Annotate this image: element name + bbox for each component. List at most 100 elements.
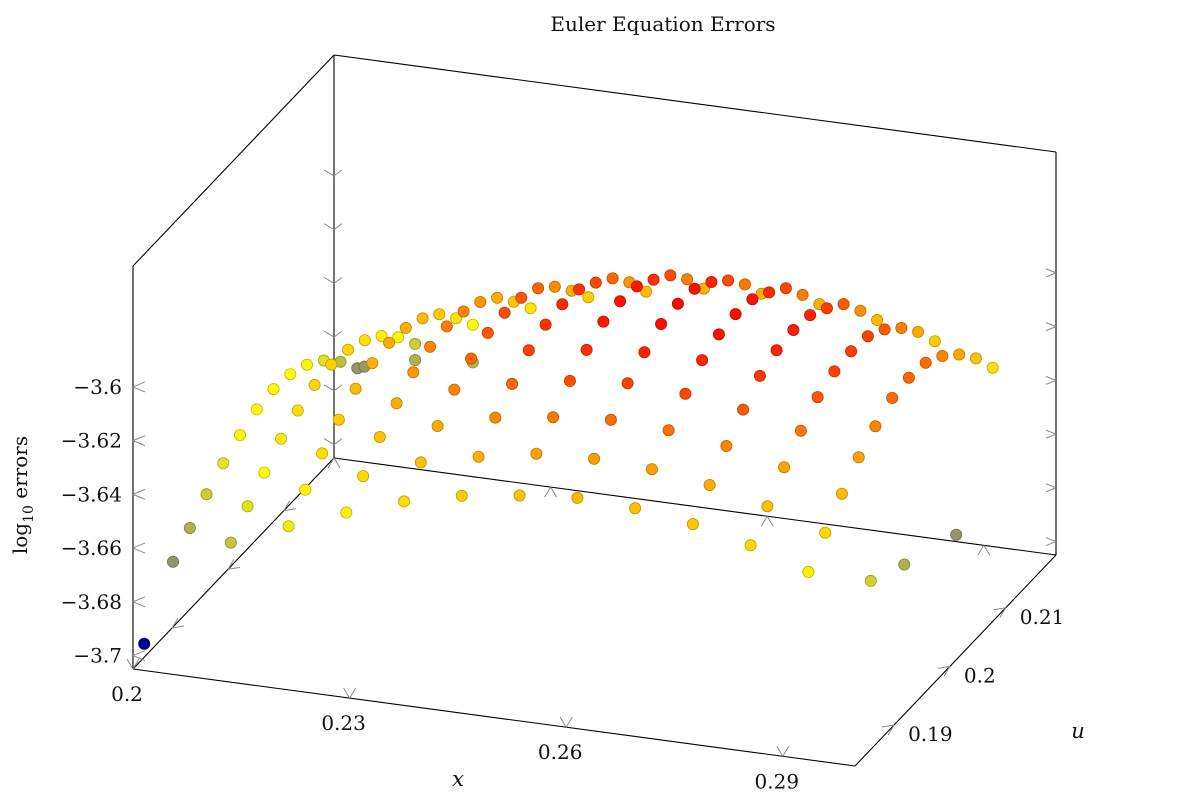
data-point [375, 329, 388, 342]
data-point [589, 276, 602, 289]
data-point [431, 419, 444, 432]
z-tick-stroke [132, 601, 146, 608]
data-point [466, 318, 479, 331]
data-point [630, 280, 643, 293]
data-point [282, 520, 295, 533]
axis-labels: Euler Equation Errors x u log10 errors [8, 12, 1085, 791]
data-point [513, 489, 526, 502]
z-tick-back-left [323, 438, 343, 445]
data-point [828, 365, 841, 378]
data-point [936, 349, 949, 362]
z-tick-back-right-stroke [1045, 541, 1057, 547]
data-point [217, 457, 230, 470]
data-point [358, 334, 371, 347]
data-point [556, 298, 569, 311]
data-point [489, 411, 502, 424]
data-point [953, 348, 966, 361]
z-tick-back-right [1045, 268, 1057, 278]
data-point [392, 331, 405, 344]
x-tick-stroke [559, 716, 567, 728]
data-point [837, 298, 850, 311]
u-tick-stroke [993, 607, 1006, 611]
data-point [655, 317, 668, 330]
data-point [399, 321, 412, 334]
x-tick-back-stroke [983, 545, 991, 556]
u-tick [882, 724, 895, 736]
z-tick-back-left-stroke [323, 169, 335, 177]
data-point [902, 371, 915, 384]
data-point [332, 413, 345, 426]
data-point [802, 565, 815, 578]
x-tick-back-stroke [766, 515, 774, 527]
data-point [969, 352, 982, 365]
z-tick-back-right-stroke [1045, 537, 1057, 543]
data-point [720, 439, 733, 452]
u-axis-line [854, 554, 1057, 767]
box-edge-back-top-left [132, 54, 335, 267]
x-tick-stroke [349, 687, 357, 699]
data-point [530, 447, 543, 460]
z-tick-back-right [1045, 429, 1057, 439]
u-tick-label: 0.19 [908, 722, 953, 746]
data-point [604, 413, 617, 426]
x-tick [776, 746, 790, 757]
data-point [183, 522, 196, 535]
u-tick-back-stroke [283, 508, 296, 512]
data-point [869, 420, 882, 433]
data-point [919, 356, 932, 369]
data-point [819, 526, 832, 539]
data-point [588, 452, 601, 465]
data-point [671, 297, 684, 310]
z-tick-back-left [323, 223, 343, 231]
u-tick-stroke [887, 724, 895, 736]
z-tick-back-left-stroke [333, 330, 343, 338]
data-points [138, 269, 999, 650]
z-tick-back-left-stroke [333, 169, 343, 177]
data-point [794, 424, 807, 437]
data-point [681, 273, 694, 286]
u-tick [993, 607, 1007, 619]
z-tick-label: −3.64 [61, 482, 122, 506]
z-tick-back-left-stroke [323, 384, 335, 392]
z-tick-back-left-stroke [333, 438, 343, 445]
data-point [498, 306, 511, 319]
u-tick-back-stroke [172, 625, 185, 629]
u-tick [937, 665, 951, 677]
data-point [705, 275, 718, 288]
data-point [738, 278, 751, 291]
x-tick-stroke [565, 716, 573, 728]
data-point [640, 285, 653, 298]
z-tick-stroke [132, 542, 146, 549]
data-point [166, 555, 179, 568]
data-point [450, 312, 463, 325]
axis-ticks: −3.7 −3.68 −3.66 −3.64 −3.62 −3.6 0.2 0.23 0.26 0… [61, 169, 1065, 793]
data-point [455, 489, 468, 502]
data-point [729, 308, 742, 321]
u-tick-back-stroke [227, 566, 240, 570]
data-point [804, 309, 817, 322]
data-point [491, 291, 504, 304]
data-point [638, 346, 651, 359]
data-point [424, 340, 437, 353]
data-point [787, 323, 800, 336]
data-point [233, 428, 246, 441]
chart-title: Euler Equation Errors [550, 12, 775, 36]
data-point [928, 335, 941, 348]
data-point [835, 487, 848, 500]
x-axis-line [132, 668, 856, 767]
z-tick-stroke [132, 386, 146, 393]
z-tick [132, 488, 146, 500]
data-point [986, 361, 999, 374]
z-tick-stroke [132, 547, 146, 554]
u-tick-label: 0.21 [1020, 605, 1065, 629]
data-point [258, 466, 271, 479]
data-point [753, 369, 766, 382]
z-tick-back-right-stroke [1045, 375, 1057, 381]
data-point [746, 293, 759, 306]
x-tick [343, 687, 357, 699]
data-point [845, 345, 858, 358]
data-point [895, 321, 908, 334]
x-tick-stroke [776, 746, 784, 757]
data-point [506, 377, 519, 390]
